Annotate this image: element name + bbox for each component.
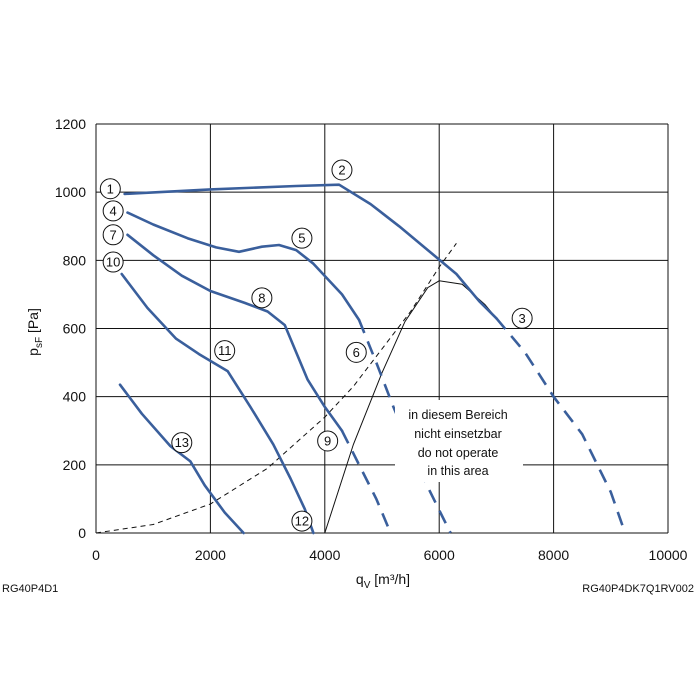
marker-label-4: 4 xyxy=(110,203,117,218)
y-tick-label: 800 xyxy=(63,252,87,268)
x-tick-label: 8000 xyxy=(538,547,569,563)
marker-circle-12 xyxy=(291,510,313,532)
note-line-4: in this area xyxy=(427,464,488,478)
x-tick-label: 10000 xyxy=(649,547,688,563)
y-tick-label: 600 xyxy=(63,321,87,337)
fan-curve-1-solid xyxy=(123,183,498,320)
system-curve xyxy=(95,243,457,534)
marker-label-6: 6 xyxy=(353,345,360,360)
y-tick-label: 200 xyxy=(63,457,87,473)
x-tick-label: 2000 xyxy=(195,547,226,563)
x-tick-label: 0 xyxy=(92,547,100,563)
marker-label-12: 12 xyxy=(295,514,309,529)
drawing-code-right: RG40P4DK7Q1RV002 xyxy=(582,583,694,595)
curves xyxy=(95,183,627,535)
marker-label-10: 10 xyxy=(106,255,120,270)
y-tick-label: 1200 xyxy=(55,116,86,132)
drawing-code-left: RG40P4D1 xyxy=(2,583,59,595)
x-axis-label: qV [m³/h] xyxy=(356,571,410,591)
marker-circle-2 xyxy=(331,159,353,181)
x-axis-label-main: q xyxy=(356,571,364,587)
note-line-2: nicht einsetzbar xyxy=(414,427,502,441)
marker-circle-13 xyxy=(171,432,193,454)
y-axis-label: psF [Pa] xyxy=(25,308,45,356)
marker-circle-11 xyxy=(214,340,236,362)
marker-circle-5 xyxy=(291,227,313,249)
y-axis-label-sub: sF xyxy=(34,337,45,348)
fan-curve-1-dashed xyxy=(495,317,627,534)
marker-label-2: 2 xyxy=(338,163,345,178)
marker-label-8: 8 xyxy=(258,290,265,305)
y-axis-label-unit: [Pa] xyxy=(25,308,41,337)
fan-curve-3-solid xyxy=(126,233,344,433)
marker-label-13: 13 xyxy=(175,435,189,450)
marker-circle-6 xyxy=(345,341,367,363)
y-axis-label-main: p xyxy=(25,348,41,356)
marker-circle-8 xyxy=(251,287,273,309)
tick-labels: 0 2000 4000 6000 8000 10000 0 200 400 600 800 1000 1… xyxy=(55,116,688,563)
note-line-3: do not operate xyxy=(418,446,499,460)
marker-label-11: 11 xyxy=(218,343,232,358)
fan-curve-3-dashed xyxy=(340,430,392,534)
marker-circle-10 xyxy=(102,251,124,273)
x-axis-label-unit: [m³/h] xyxy=(370,571,410,587)
marker-circle-7 xyxy=(102,224,124,246)
x-tick-label: 6000 xyxy=(424,547,455,563)
fan-curve-2-dashed xyxy=(357,319,452,534)
y-tick-label: 1000 xyxy=(55,184,86,200)
marker-circle-4 xyxy=(102,200,124,222)
y-tick-label: 0 xyxy=(78,525,86,541)
note-background xyxy=(395,400,523,482)
fan-curve-2-solid xyxy=(126,211,361,322)
marker-label-3: 3 xyxy=(519,311,526,326)
marker-label-5: 5 xyxy=(298,231,305,246)
marker-circle-1 xyxy=(99,178,121,200)
x-axis-label-sub: V xyxy=(364,580,371,591)
x-tick-label: 4000 xyxy=(309,547,340,563)
marker-circle-9 xyxy=(317,430,339,452)
grid xyxy=(95,123,669,534)
marker-circle-3 xyxy=(511,307,533,329)
note-line-1: in diesem Bereich xyxy=(408,408,507,422)
y-tick-label: 400 xyxy=(63,389,87,405)
fan-curve-5-solid xyxy=(118,383,245,535)
marker-label-9: 9 xyxy=(324,433,331,448)
marker-label-1: 1 xyxy=(107,181,114,196)
fan-curve-4-solid xyxy=(120,272,315,535)
marker-label-7: 7 xyxy=(110,227,117,242)
